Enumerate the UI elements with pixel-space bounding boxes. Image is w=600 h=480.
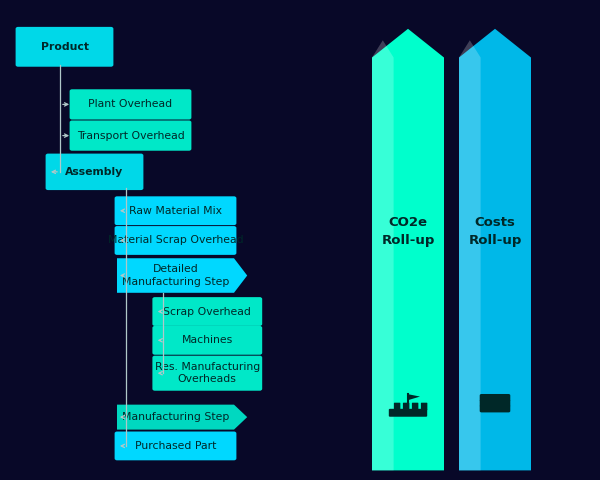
FancyBboxPatch shape [115, 432, 236, 460]
Text: Purchased Part: Purchased Part [135, 441, 216, 451]
Polygon shape [117, 405, 247, 430]
Polygon shape [372, 40, 394, 470]
FancyBboxPatch shape [480, 399, 510, 407]
Text: Product: Product [41, 42, 89, 52]
FancyBboxPatch shape [46, 154, 143, 190]
Ellipse shape [482, 394, 509, 397]
FancyBboxPatch shape [480, 405, 510, 412]
Polygon shape [459, 29, 531, 470]
FancyBboxPatch shape [70, 89, 191, 120]
Text: Material Scrap Overhead: Material Scrap Overhead [107, 236, 244, 245]
Text: Machines: Machines [182, 336, 233, 345]
FancyBboxPatch shape [115, 196, 236, 225]
Polygon shape [459, 40, 481, 470]
FancyBboxPatch shape [152, 356, 262, 391]
FancyBboxPatch shape [394, 403, 400, 410]
FancyBboxPatch shape [421, 403, 427, 410]
Polygon shape [117, 258, 247, 293]
FancyBboxPatch shape [480, 394, 510, 402]
Ellipse shape [482, 399, 509, 402]
Text: Manufacturing Step: Manufacturing Step [122, 412, 229, 422]
FancyBboxPatch shape [152, 326, 262, 355]
FancyBboxPatch shape [152, 297, 262, 326]
Text: Detailed
Manufacturing Step: Detailed Manufacturing Step [122, 264, 229, 287]
Text: Costs
Roll-up: Costs Roll-up [469, 216, 521, 247]
FancyBboxPatch shape [70, 120, 191, 151]
FancyBboxPatch shape [115, 226, 236, 255]
FancyBboxPatch shape [403, 403, 409, 410]
Text: Assembly: Assembly [65, 167, 124, 177]
Text: Scrap Overhead: Scrap Overhead [163, 307, 251, 316]
Ellipse shape [482, 405, 509, 408]
Text: Res. Manufacturing
Overheads: Res. Manufacturing Overheads [155, 362, 260, 384]
FancyBboxPatch shape [16, 27, 113, 67]
FancyBboxPatch shape [389, 409, 427, 417]
Text: Transport Overhead: Transport Overhead [77, 131, 184, 141]
FancyBboxPatch shape [412, 403, 418, 410]
Polygon shape [408, 394, 420, 400]
Text: Plant Overhead: Plant Overhead [88, 99, 173, 109]
Polygon shape [372, 29, 444, 470]
Text: CO2e
Roll-up: CO2e Roll-up [382, 216, 434, 247]
Text: Raw Material Mix: Raw Material Mix [129, 206, 222, 216]
